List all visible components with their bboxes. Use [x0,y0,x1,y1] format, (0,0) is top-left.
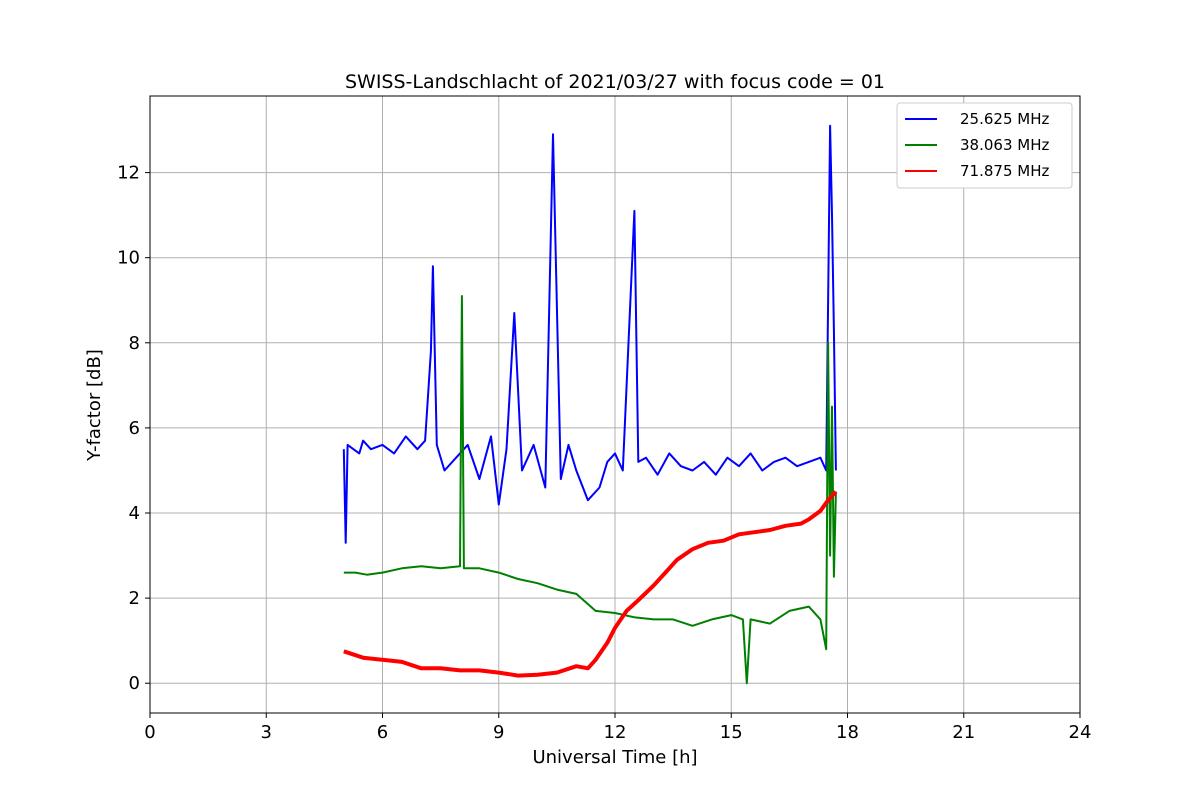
x-tick-label: 18 [836,722,859,743]
legend-label: 38.063 MHz [960,136,1049,154]
y-tick-label: 4 [129,503,140,524]
legend: 25.625 MHz 38.063 MHz 71.875 MHz [896,102,1073,189]
y-tick-label: 2 [129,588,140,609]
x-tick-label: 6 [377,722,388,743]
series-lines [342,124,838,685]
legend-label: 25.625 MHz [960,110,1049,128]
y-tick-label: 8 [129,333,140,354]
y-tick-label: 10 [117,248,140,269]
grid [149,96,1081,713]
series-line-3 [343,490,838,678]
chart-title: SWISS-Landschlacht of 2021/03/27 with fo… [345,71,885,93]
x-tick-label: 12 [604,722,627,743]
x-tick-label: 21 [952,722,975,743]
x-tick-label: 0 [144,722,155,743]
legend-label: 71.875 MHz [960,162,1049,180]
legend-box [896,102,1073,189]
x-axis-ticks: 0 3 6 9 12 15 18 21 24 [144,713,1091,743]
y-tick-label: 6 [129,418,140,439]
y-axis-label: Y-factor [dB] [84,349,105,462]
y-axis-ticks: 0 2 4 6 8 10 12 [117,163,150,694]
x-tick-label: 15 [720,722,743,743]
x-tick-label: 3 [261,722,272,743]
series-line-2 [343,295,837,685]
series-line-1 [342,124,837,544]
x-tick-label: 9 [493,722,504,743]
x-axis-label: Universal Time [h] [532,747,697,768]
y-tick-label: 0 [129,673,140,694]
y-tick-label: 12 [117,163,140,184]
x-tick-label: 24 [1069,722,1092,743]
